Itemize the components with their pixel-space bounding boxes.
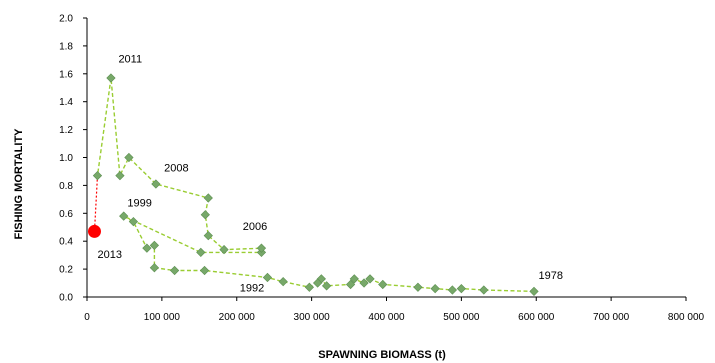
data-point — [349, 274, 359, 284]
x-tick-label: 800 000 — [668, 312, 705, 323]
data-point — [262, 272, 273, 283]
y-tick-label: 1.8 — [59, 41, 73, 52]
x-tick-label: 200 000 — [219, 312, 256, 323]
y-tick-label: 1.0 — [59, 153, 73, 164]
data-point — [456, 284, 466, 294]
data-point — [149, 240, 160, 251]
data-point — [345, 279, 356, 290]
y-tick-label: 0.8 — [59, 181, 73, 192]
highlight-connector — [93, 175, 99, 232]
data-point — [142, 243, 152, 253]
data-point — [106, 73, 116, 83]
data-point — [203, 193, 213, 203]
x-tick-label: 100 000 — [144, 312, 181, 323]
data-point — [430, 284, 440, 294]
data-point — [119, 211, 129, 221]
year-annotation: 1999 — [127, 197, 151, 209]
y-axis-ticks: 0.0 0.2 0.4 0.6 0.8 1.0 1.2 1.4 1.6 1.8 2.0 — [59, 14, 87, 304]
x-tick-label: 400 000 — [368, 312, 405, 323]
y-tick-label: 0.6 — [59, 209, 73, 220]
annotations-layer: 2011 2008 1999 2006 2013 1992 1978 — [97, 54, 562, 295]
x-tick-label: 500 000 — [443, 312, 480, 323]
data-point — [365, 274, 375, 284]
x-axis-ticks: 0 100 000 200 000 300 000 400 000 500 000 600 … — [84, 297, 705, 323]
data-point — [529, 286, 539, 297]
series-line — [96, 77, 535, 293]
x-axis-title: SPAWNING BIOMASS (t) — [318, 349, 446, 361]
data-point — [124, 152, 134, 163]
y-tick-label: 1.4 — [59, 97, 73, 108]
data-point — [128, 217, 139, 227]
y-tick-label: 0.0 — [59, 293, 73, 304]
data-point — [321, 281, 332, 291]
year-annotation: 1978 — [538, 270, 562, 282]
year-annotation: 2006 — [243, 221, 267, 233]
x-tick-label: 700 000 — [593, 312, 630, 323]
year-annotation: 1992 — [240, 282, 264, 294]
x-tick-label: 300 000 — [294, 312, 331, 323]
data-point — [169, 265, 180, 276]
data-point — [151, 179, 161, 189]
data-point — [413, 282, 423, 292]
data-point — [447, 285, 458, 295]
y-axis-title: FISHING MORTALITY — [13, 128, 25, 240]
x-tick-label: 0 — [84, 312, 90, 323]
year-annotation: 2013 — [97, 249, 121, 261]
data-point — [196, 247, 206, 257]
data-point — [115, 171, 125, 181]
data-point — [256, 243, 267, 253]
data-point — [312, 278, 323, 288]
data-point — [200, 210, 210, 220]
y-tick-label: 2.0 — [59, 14, 73, 25]
year-annotation: 2011 — [118, 54, 142, 66]
data-point — [304, 282, 315, 292]
y-tick-label: 1.2 — [59, 125, 73, 136]
data-point — [219, 244, 229, 255]
y-tick-label: 0.4 — [59, 237, 73, 248]
data-point — [92, 171, 103, 181]
axes — [86, 18, 686, 298]
series-layer — [87, 73, 539, 297]
data-point — [359, 278, 369, 288]
data-point — [199, 265, 210, 276]
x-tick-label: 600 000 — [518, 312, 555, 323]
year-annotation: 2008 — [164, 162, 188, 174]
data-point — [149, 263, 160, 273]
highlight-point — [87, 224, 101, 238]
data-point — [278, 277, 288, 287]
data-point — [479, 285, 489, 295]
data-point — [203, 230, 213, 241]
y-tick-label: 0.2 — [59, 265, 73, 276]
y-tick-label: 1.6 — [59, 69, 73, 80]
data-point — [378, 279, 388, 290]
